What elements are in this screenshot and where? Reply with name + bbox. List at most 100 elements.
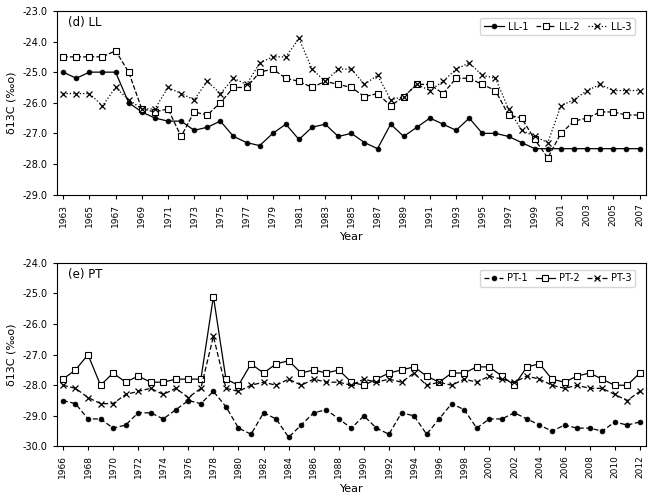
LL-1 (413, 124, 421, 130)
LL-3 (125, 97, 133, 103)
Legend: PT-1, PT-2, PT-3: PT-1, PT-2, PT-3 (480, 270, 635, 287)
PT-1 (72, 401, 80, 407)
LL-1 (308, 124, 316, 130)
PT-3 (586, 385, 594, 391)
LL-1 (243, 140, 251, 146)
LL-2 (426, 81, 434, 87)
PT-3 (498, 376, 506, 382)
PT-2 (59, 376, 67, 382)
PT-3 (473, 379, 481, 385)
PT-1 (323, 407, 330, 413)
PT-1 (548, 428, 556, 434)
PT-1 (109, 425, 117, 431)
LL-1 (190, 127, 198, 133)
PT-3 (159, 391, 167, 397)
LL-2 (230, 85, 238, 91)
LL-2 (256, 69, 264, 75)
LL-2 (216, 100, 224, 106)
LL-1 (125, 100, 133, 106)
PT-1 (398, 410, 406, 416)
PT-2 (184, 376, 192, 382)
PT-3 (260, 379, 268, 385)
LL-1 (518, 140, 526, 146)
LL-1 (164, 118, 172, 124)
LL-2 (492, 88, 500, 94)
PT-2 (511, 382, 518, 388)
LL-1 (86, 69, 93, 75)
PT-1 (59, 398, 67, 404)
LL-3 (347, 66, 355, 72)
LL-2 (557, 130, 565, 136)
PT-2 (347, 379, 355, 385)
PT-2 (523, 364, 531, 370)
LL-2 (583, 115, 591, 121)
LL-1 (531, 146, 539, 152)
LL-3 (295, 36, 303, 42)
PT-3 (172, 385, 180, 391)
LL-1 (72, 75, 80, 81)
Legend: LL-1, LL-2, LL-3: LL-1, LL-2, LL-3 (481, 18, 635, 36)
PT-2 (272, 361, 280, 367)
PT-3 (624, 398, 631, 404)
PT-2 (360, 382, 368, 388)
PT-2 (222, 376, 230, 382)
LL-2 (400, 94, 407, 100)
LL-1 (203, 124, 211, 130)
LL-1 (609, 146, 617, 152)
PT-2 (210, 294, 217, 300)
LL-1 (544, 146, 552, 152)
LL-1 (635, 146, 643, 152)
X-axis label: Year: Year (340, 484, 363, 494)
PT-1 (347, 425, 355, 431)
LL-3 (570, 97, 578, 103)
LL-3 (360, 81, 368, 87)
PT-1 (460, 407, 468, 413)
LL-2 (596, 109, 604, 115)
LL-3 (308, 66, 316, 72)
LL-2 (321, 78, 329, 84)
LL-2 (203, 112, 211, 118)
LL-1 (479, 130, 486, 136)
PT-3 (460, 376, 468, 382)
Line: PT-2: PT-2 (60, 294, 643, 388)
PT-3 (121, 391, 129, 397)
PT-1 (611, 419, 618, 425)
LL-3 (190, 97, 198, 103)
LL-1 (570, 146, 578, 152)
PT-3 (310, 376, 317, 382)
PT-2 (147, 379, 155, 385)
LL-2 (622, 112, 630, 118)
LL-2 (439, 91, 447, 97)
PT-3 (598, 385, 606, 391)
LL-2 (531, 136, 539, 142)
LL-3 (243, 81, 251, 87)
LL-1 (256, 143, 264, 149)
PT-3 (611, 391, 618, 397)
PT-2 (410, 364, 418, 370)
LL-3 (374, 72, 381, 78)
LL-3 (151, 106, 159, 112)
PT-2 (372, 376, 380, 382)
PT-3 (234, 388, 242, 394)
LL-1 (557, 146, 565, 152)
Text: (e) PT: (e) PT (69, 269, 103, 282)
LL-2 (334, 81, 342, 87)
LL-2 (518, 115, 526, 121)
LL-1 (99, 69, 106, 75)
LL-1 (439, 121, 447, 127)
PT-2 (72, 367, 80, 373)
PT-3 (485, 373, 493, 379)
LL-1 (138, 109, 146, 115)
PT-2 (247, 361, 255, 367)
PT-1 (372, 425, 380, 431)
LL-1 (230, 133, 238, 139)
PT-3 (422, 382, 430, 388)
PT-1 (473, 425, 481, 431)
PT-3 (210, 333, 217, 339)
LL-3 (164, 85, 172, 91)
LL-2 (609, 109, 617, 115)
LL-3 (609, 88, 617, 94)
PT-3 (511, 379, 518, 385)
LL-1 (596, 146, 604, 152)
PT-2 (485, 364, 493, 370)
